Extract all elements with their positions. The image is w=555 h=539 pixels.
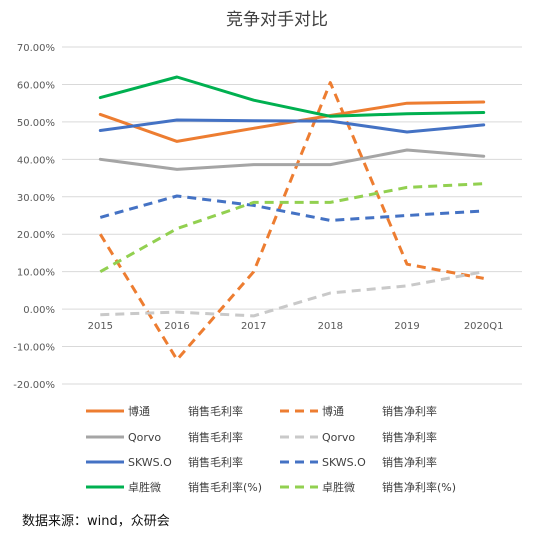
legend-metric: 销售净利率(%) [382,480,456,494]
y-tick-label: 70.00% [17,43,55,54]
y-axis-tick-labels: 70.00% 60.00% 50.00% 40.00% 30.00% 20.00% 10.0… [13,43,55,391]
x-tick-label: 2020Q1 [464,321,504,332]
legend-metric: 销售毛利率 [188,404,243,418]
legend-company: SKWS.O [322,456,366,469]
legend-metric: 销售毛利率(%) [188,480,262,494]
legend-company: SKWS.O [128,456,172,469]
series-line [99,81,484,362]
series-line [98,75,486,118]
y-tick-label: 60.00% [17,80,55,91]
series-line [99,194,484,222]
x-tick-label: 2018 [318,321,343,332]
y-tick-label: -10.00% [13,343,55,354]
series-line [98,148,486,171]
x-axis-tick-labels: 2015 2016 2017 2018 2019 2020Q1 [88,321,504,332]
y-tick-label: 40.00% [17,155,55,166]
series-lines [98,75,486,362]
legend-company: 卓胜微 [128,480,161,494]
y-tick-label: 30.00% [17,193,55,204]
x-tick-label: 2016 [164,321,189,332]
series-line [99,182,484,274]
legend-company: 博通 [128,405,150,418]
y-tick-label: 20.00% [17,230,55,241]
chart-title: 竞争对手对比 [226,10,328,30]
source-note: 数据来源：wind，众研会 [22,514,170,529]
y-tick-label: 50.00% [17,118,55,129]
legend-company: Qorvo [322,431,355,444]
legend-metric: 销售毛利率 [188,455,243,469]
y-tick-label: 0.00% [23,305,55,316]
legend-metric: 销售净利率 [382,455,437,469]
y-tick-label: 10.00% [17,268,55,279]
legend-metric: 销售净利率 [382,404,437,418]
legend-company: Qorvo [128,431,161,444]
legend-metric: 销售毛利率 [188,430,243,444]
x-tick-label: 2017 [241,321,266,332]
gridlines [62,46,522,385]
x-tick-label: 2015 [88,321,113,332]
series-line [100,270,484,318]
series-line [98,118,486,134]
legend-company: 卓胜微 [322,480,355,494]
x-tick-label: 2019 [394,321,419,332]
y-tick-label: -20.00% [13,380,55,391]
legend-company: 博通 [322,405,344,418]
legend-metric: 销售净利率 [382,430,437,444]
